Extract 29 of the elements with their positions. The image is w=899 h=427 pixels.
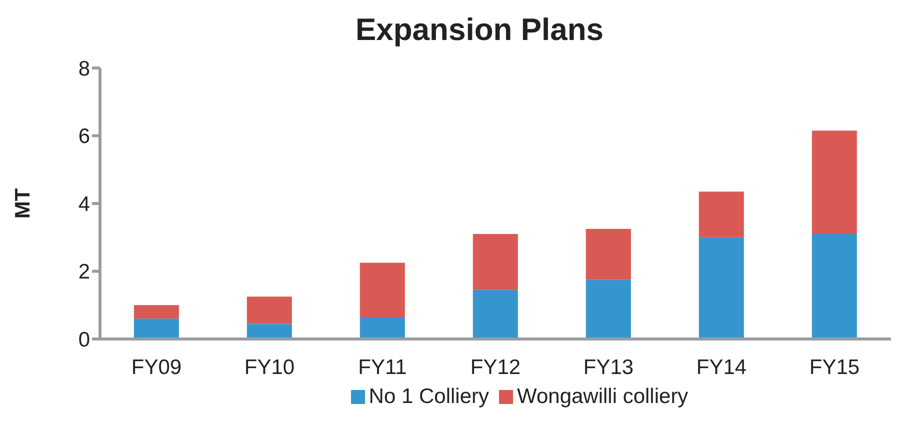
legend-label: No 1 Colliery: [368, 385, 490, 408]
chart-title: Expansion Plans: [354, 11, 605, 49]
x-tick-label: FY14: [696, 356, 747, 379]
y-tick-label: 8: [78, 57, 90, 80]
bar: [360, 262, 405, 317]
bar: [812, 234, 857, 339]
bar: [812, 130, 857, 234]
legend-label: Wongawilli colliery: [517, 385, 688, 408]
bar: [246, 296, 292, 324]
y-tick-label: 6: [78, 125, 90, 148]
bar: [472, 290, 518, 339]
bar: [134, 305, 179, 319]
x-tick-label: FY10: [244, 356, 295, 379]
bar: [360, 316, 405, 339]
x-tick-label: FY09: [131, 356, 182, 379]
bar: [472, 234, 518, 290]
bar: [586, 228, 631, 280]
bar: [698, 192, 744, 238]
y-tick-label: 2: [78, 260, 90, 284]
x-tick-label: FY15: [809, 356, 860, 379]
y-tick-label: 0: [78, 328, 90, 352]
x-tick-label: FY13: [583, 356, 634, 379]
y-axis-title: MT: [11, 188, 34, 219]
bar: [586, 280, 631, 339]
bar: [134, 318, 179, 339]
x-tick-label: FY12: [470, 356, 521, 379]
bar: [698, 237, 744, 339]
x-tick-label: FY11: [358, 356, 407, 379]
y-tick-label: 4: [78, 192, 90, 216]
